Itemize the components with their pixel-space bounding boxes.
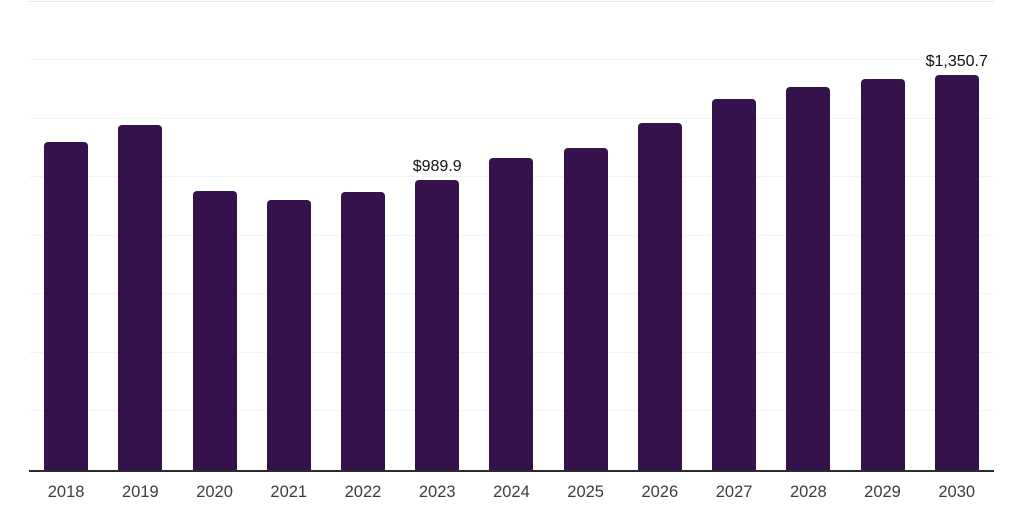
x-tick-label-2030: 2030 — [938, 483, 976, 501]
bar-2019 — [118, 125, 163, 470]
bar-column-2019 — [103, 2, 177, 470]
bar-2023: $989.9 — [413, 159, 462, 470]
x-tick-label-2022: 2022 — [344, 483, 382, 501]
x-tick-label-2028: 2028 — [789, 483, 827, 501]
bar-2027 — [712, 99, 757, 470]
bar-2020 — [192, 190, 237, 470]
bar-column-2023: $989.9 — [400, 2, 474, 470]
x-tick-label-2026: 2026 — [641, 483, 679, 501]
bar-column-2024 — [474, 2, 548, 470]
x-tick-label-2021: 2021 — [270, 483, 308, 501]
x-axis-labels: 2018 2019 2020 2021 2022 2023 2024 2025 2026 2027… — [29, 482, 994, 503]
bar-column-2026 — [623, 2, 697, 470]
bar-2030: $1,350.7 — [926, 53, 988, 470]
x-tick-label-2019: 2019 — [121, 483, 159, 501]
value-label-2023: $989.9 — [412, 158, 462, 176]
bar-column-2027 — [697, 2, 771, 470]
gridline-1400 — [29, 59, 994, 61]
bar-2026 — [637, 122, 682, 470]
bar-2025 — [563, 147, 608, 470]
bar-column-2025 — [549, 2, 623, 470]
bar-column-2021 — [252, 2, 326, 470]
bar-column-2020 — [177, 2, 251, 470]
x-tick-label-2018: 2018 — [47, 483, 85, 501]
bar-2024 — [489, 158, 534, 470]
value-label-2030: $1,350.7 — [925, 52, 988, 70]
x-tick-label-2023: 2023 — [418, 483, 456, 501]
bar-2018 — [44, 142, 89, 470]
bar-2028 — [786, 87, 831, 470]
bars-row: $989.9 $1,350.7 — [29, 2, 994, 470]
bar-column-2018 — [29, 2, 103, 470]
gridline-1600 — [29, 0, 994, 2]
x-tick-label-2027: 2027 — [715, 483, 753, 501]
bar-column-2022 — [326, 2, 400, 470]
x-tick-label-2025: 2025 — [567, 483, 604, 501]
bar-column-2030: $1,350.7 — [920, 2, 994, 470]
x-tick-label-2024: 2024 — [493, 483, 530, 501]
plot-area: $989.9 $1,350.7 — [29, 0, 994, 472]
x-axis-line — [29, 470, 994, 472]
gridline-1200 — [29, 117, 994, 119]
bar-2029 — [860, 79, 905, 470]
bar-2021 — [266, 200, 311, 470]
bar-2022 — [340, 191, 385, 470]
x-tick-label-2029: 2029 — [864, 483, 901, 501]
bar-column-2028 — [771, 2, 845, 470]
bar-column-2029 — [845, 2, 919, 470]
x-tick-label-2020: 2020 — [196, 483, 233, 501]
